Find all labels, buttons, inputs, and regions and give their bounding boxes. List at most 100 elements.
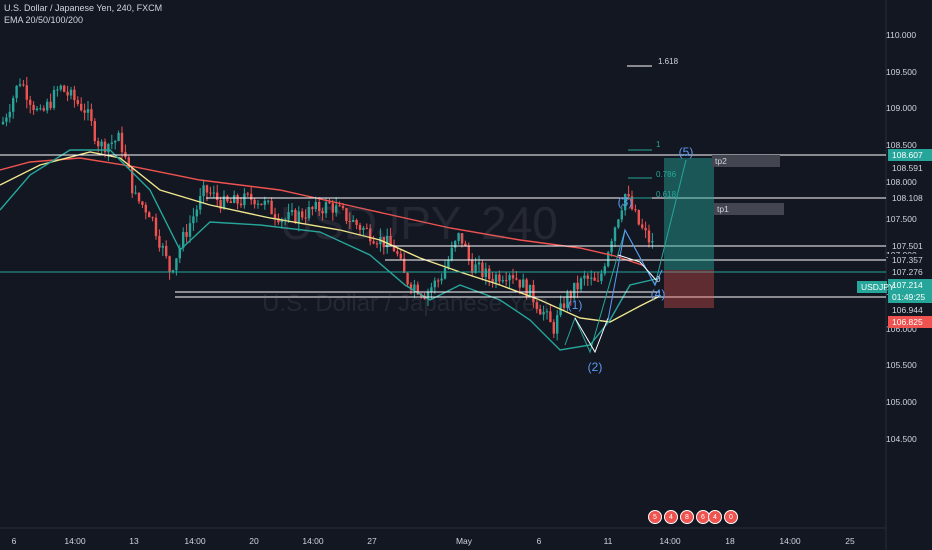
candle-body <box>610 241 613 253</box>
economic-events-group-1[interactable]: 5 4 8 6 <box>648 510 710 524</box>
candle-body <box>409 284 413 290</box>
candle-body <box>226 196 229 202</box>
candle-body <box>294 210 297 223</box>
candle-body <box>426 291 430 299</box>
candle-body <box>148 212 151 218</box>
candle-body <box>39 108 42 110</box>
candle-body <box>314 201 317 210</box>
candle-body <box>25 85 28 100</box>
candle-body <box>443 267 447 279</box>
price-tick-label: 105.000 <box>886 397 917 407</box>
candle-body <box>69 89 73 96</box>
time-tick-label: 25 <box>845 536 855 546</box>
candle-body <box>328 202 331 204</box>
candle-body <box>307 206 311 219</box>
fib-label-0: 0 <box>656 275 661 284</box>
candle-body <box>552 322 555 334</box>
candle-body <box>35 108 39 111</box>
ema200-line <box>0 157 646 267</box>
candle-body <box>107 143 110 153</box>
candle-body <box>511 275 515 279</box>
candle-body <box>617 219 620 228</box>
wave-label-2: (2) <box>587 360 603 374</box>
candle-body <box>647 230 651 243</box>
candle-body <box>22 84 25 86</box>
price-tag-label: 108.607 <box>888 149 932 161</box>
candle-body <box>583 275 586 279</box>
candle-body <box>324 202 328 214</box>
candle-body <box>630 196 634 210</box>
candle-body <box>498 274 501 282</box>
price-tag-label: 107.276 <box>888 266 932 278</box>
candle-body <box>178 247 181 259</box>
economic-events-group-2[interactable]: 4 0 <box>708 510 738 524</box>
candle-body <box>165 245 168 257</box>
stop-zone <box>664 270 714 308</box>
candle-body <box>209 192 212 194</box>
symbol-title[interactable]: U.S. Dollar / Japanese Yen, 240, FXCM <box>4 3 163 13</box>
candle-body <box>18 84 22 86</box>
candle-body <box>338 205 341 207</box>
candle-body <box>641 224 644 228</box>
candle-body <box>481 262 484 278</box>
candle-body <box>375 243 379 245</box>
time-tick-label: 14:00 <box>779 536 801 546</box>
candle-body <box>460 233 464 244</box>
candle-body <box>233 195 236 203</box>
wave-label-3: (3) <box>617 195 633 209</box>
indicator-legend[interactable]: EMA 20/50/100/200 <box>4 15 84 25</box>
candle-body <box>297 211 300 223</box>
candle-body <box>12 98 15 112</box>
candle-body <box>212 192 215 194</box>
event-flag-icon[interactable]: 8 <box>680 510 694 524</box>
candle-body <box>457 233 460 242</box>
candle-body <box>239 203 243 206</box>
candle-body <box>447 259 450 268</box>
candle-body <box>267 200 270 202</box>
candle-body <box>576 282 579 290</box>
candle-body <box>600 273 603 281</box>
price-tick-label: 106.000 <box>886 323 917 334</box>
candle-body <box>464 243 467 247</box>
candle-body <box>216 192 219 200</box>
price-tag-label: 01:49:25 <box>888 291 932 303</box>
candle-body <box>413 284 416 290</box>
candle-body <box>243 193 246 206</box>
candle-body <box>188 223 192 237</box>
event-flag-icon[interactable]: 0 <box>724 510 738 524</box>
candle-body <box>15 85 18 99</box>
time-tick-label: 14:00 <box>302 536 324 546</box>
tp2-label[interactable]: tp2 <box>712 155 780 167</box>
candle-body <box>488 268 491 280</box>
time-tick-label: 14:00 <box>64 536 86 546</box>
candle-body <box>32 104 35 111</box>
candle-body <box>613 227 617 242</box>
price-tick-label: 109.000 <box>886 103 917 114</box>
time-tick-label: 13 <box>129 536 139 546</box>
candle-body <box>505 280 508 282</box>
candle-body <box>100 141 103 147</box>
candle-body <box>355 220 358 225</box>
time-tick-label: 20 <box>249 536 259 546</box>
candle-body <box>137 192 141 202</box>
candle-body <box>586 275 589 279</box>
event-flag-icon[interactable]: 4 <box>708 510 722 524</box>
candle-body <box>362 227 365 230</box>
candle-body <box>518 279 521 288</box>
ema50-line <box>0 151 661 323</box>
candle-body <box>634 209 637 211</box>
abc-pattern-1 <box>574 317 609 354</box>
fib-label-1618: 1.618 <box>658 57 679 66</box>
event-flag-icon[interactable]: 5 <box>648 510 662 524</box>
candle-body <box>301 211 304 218</box>
candle-body <box>8 111 11 118</box>
tp1-label[interactable]: tp1 <box>714 203 784 215</box>
candle-body <box>52 89 56 108</box>
event-flag-icon[interactable]: 4 <box>664 510 678 524</box>
candle-body <box>549 311 552 323</box>
candle-body <box>86 109 90 113</box>
candle-body <box>93 121 96 142</box>
candle-body <box>528 284 532 297</box>
candle-body <box>450 247 453 260</box>
